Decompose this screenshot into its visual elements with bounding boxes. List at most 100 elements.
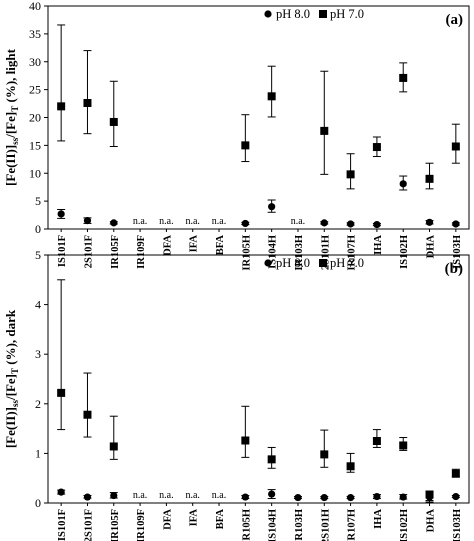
data-point-ph7 — [425, 490, 434, 499]
data-point-ph8 — [110, 491, 118, 500]
data-point-ph8 — [399, 180, 407, 188]
data-point-ph8 — [373, 492, 381, 501]
data-point-ph7 — [425, 174, 434, 183]
na-label: n.a. — [185, 490, 199, 501]
na-label: n.a. — [212, 490, 226, 501]
panel-a: (a) pH 8.0 pH 7.0 [Fe(II)]ss/[Fe]T (%), … — [3, 0, 470, 271]
ylabel-sub-t: T — [10, 368, 20, 374]
legend-label-ph8: pH 8.0 — [276, 256, 310, 270]
x-tick-label: BFA — [215, 509, 226, 530]
x-tick-label: 2S101F — [83, 509, 94, 541]
data-point-ph7 — [372, 437, 381, 445]
data-point-ph7 — [109, 442, 118, 451]
panel-a-marks: n.a. n.a. n.a. n.a. n.a. — [57, 24, 460, 229]
panel-b-label: (b) — [445, 261, 463, 277]
x-tick-label: IR109F — [136, 509, 147, 541]
x-tick-label: IFA — [189, 235, 200, 253]
x-tick-label: IS101F — [57, 235, 68, 267]
x-tick-label: IR103H — [294, 509, 305, 541]
legend-label-ph7: pH 7.0 — [330, 256, 364, 270]
panel-b-marks: n.a. n.a. n.a. n.a. — [57, 279, 460, 503]
panel-b-x-ticks: IS101F 2S101F IR105F IR109F DFA IFA BFA IR105H I… — [57, 503, 463, 541]
legend-circle-marker — [264, 10, 272, 18]
x-tick-label: IS101F — [57, 509, 68, 541]
y-tick-label: 5 — [35, 248, 41, 262]
data-point-ph7 — [451, 142, 460, 151]
na-label: n.a. — [159, 216, 173, 227]
panel-b-frame — [47, 254, 470, 504]
data-point-ph8 — [268, 203, 276, 211]
data-point-ph8 — [452, 492, 460, 501]
y-tick-label: 15 — [29, 138, 41, 152]
panel-a-x-ticks: IS101F 2S101F IR105F IR109F DFA IFA BFA IR105H I… — [57, 229, 463, 271]
x-tick-label: DHA — [426, 509, 437, 533]
data-point-ph7 — [346, 462, 355, 471]
panel-a-frame — [47, 5, 470, 230]
data-point-ph8 — [294, 493, 302, 502]
x-tick-label: IR105H — [241, 509, 252, 541]
ylabel-main: [Fe(II)] — [3, 407, 18, 448]
data-point-ph7 — [451, 469, 460, 478]
panel-a-legend: pH 8.0 pH 7.0 — [264, 7, 364, 21]
data-point-ph8 — [452, 220, 460, 228]
data-point-ph7 — [320, 450, 329, 459]
data-point-ph7 — [346, 170, 355, 179]
x-tick-label: IFA — [189, 509, 200, 527]
data-point-ph8 — [241, 493, 249, 501]
data-point-ph8 — [83, 493, 92, 501]
data-point-ph7 — [241, 141, 250, 150]
ylabel-main: [Fe(II)] — [3, 145, 18, 186]
x-tick-label: IS103H — [452, 509, 463, 541]
x-tick-label: IS104H — [268, 235, 279, 269]
x-tick-label: IR105F — [110, 509, 121, 541]
x-tick-label: DFA — [162, 509, 173, 530]
x-tick-label: IR109F — [136, 235, 147, 269]
na-label: n.a. — [133, 490, 147, 501]
x-tick-label: DHA — [426, 235, 437, 259]
ylabel-sub-ss: ss — [10, 137, 20, 145]
x-tick-label: DFA — [162, 235, 173, 256]
data-point-ph7 — [57, 388, 66, 397]
ylabel-tail: (%), dark — [3, 309, 18, 368]
panel-b-y-ticks: 0 1 2 3 4 5 — [35, 248, 48, 510]
y-tick-label: 40 — [29, 0, 41, 13]
data-point-ph7 — [83, 410, 92, 419]
data-point-ph8 — [241, 219, 249, 228]
data-point-ph8 — [399, 493, 407, 501]
x-tick-label: IHA — [373, 235, 384, 255]
y-tick-label: 35 — [29, 27, 41, 41]
y-tick-label: 0 — [35, 496, 41, 510]
data-point-ph7 — [241, 436, 250, 445]
data-point-ph8 — [320, 493, 328, 502]
legend-circle-marker — [264, 259, 272, 267]
data-point-ph8 — [425, 218, 434, 226]
data-point-ph8 — [346, 220, 355, 228]
x-tick-label: IS104H — [268, 509, 279, 541]
na-label: n.a. — [133, 216, 147, 227]
y-tick-label: 5 — [35, 194, 41, 208]
panel-b: (b) pH 8.0 pH 7.0 [Fe(II)]ss/[Fe]T (%), … — [3, 248, 470, 541]
na-label: n.a. — [159, 490, 173, 501]
ylabel-mid: /[Fe] — [3, 112, 18, 139]
legend-square-marker — [319, 10, 327, 18]
na-label: n.a. — [212, 216, 226, 227]
data-point-ph7 — [267, 455, 276, 464]
data-point-ph7 — [267, 92, 276, 101]
ylabel-sub-t: T — [10, 106, 20, 112]
data-point-ph8 — [320, 219, 328, 227]
legend-label-ph7: pH 7.0 — [330, 7, 364, 21]
data-point-ph7 — [109, 117, 118, 126]
x-tick-label: IR107H — [347, 235, 358, 271]
x-tick-label: 2S101H — [320, 509, 331, 541]
y-tick-label: 0 — [35, 222, 41, 236]
y-tick-label: 4 — [35, 298, 41, 312]
legend-square-marker — [319, 259, 327, 267]
x-tick-label: IR103H — [294, 235, 305, 271]
x-tick-label: IR105F — [110, 235, 121, 269]
data-point-ph8 — [57, 488, 65, 496]
na-label: n.a. — [185, 216, 199, 227]
y-tick-label: 30 — [29, 55, 41, 69]
data-point-ph7 — [399, 73, 408, 82]
ylabel-tail: (%), light — [3, 48, 18, 105]
